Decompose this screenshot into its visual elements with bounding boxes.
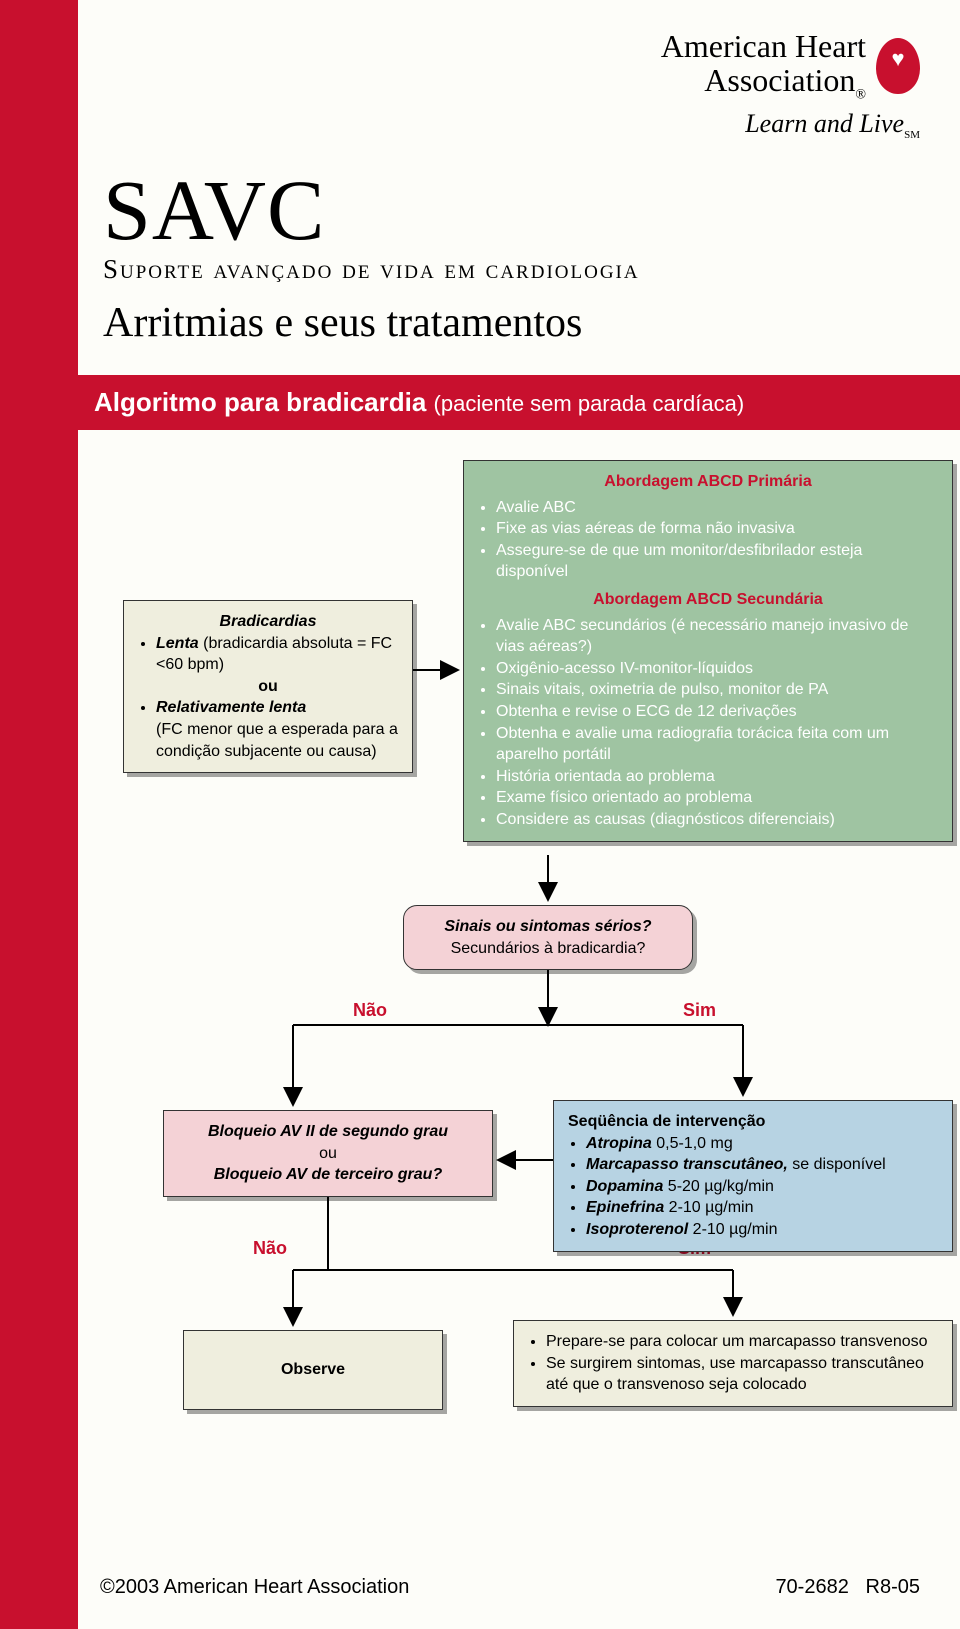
interv-title: Seqüência de intervenção — [568, 1111, 938, 1133]
aha-name-l2: Association — [704, 62, 855, 98]
node-intervention: Seqüência de intervenção Atropina 0,5-1,… — [553, 1100, 953, 1252]
abcd-hdr2: Abordagem ABCD Secundária — [478, 589, 938, 611]
node-bradicardias: Bradicardias Lenta (bradicardia absoluta… — [123, 600, 413, 773]
abcd-secondary-list: Avalie ABC secundários (é necessário man… — [478, 615, 938, 831]
footer-code2: R8-05 — [866, 1576, 920, 1598]
footer-code1: 70-2682 — [775, 1576, 848, 1598]
list-item: Obtenha e revise o ECG de 12 derivações — [496, 701, 938, 723]
list-item: Exame físico orientado ao problema — [496, 787, 938, 809]
list-item: Avalie ABC secundários (é necessário man… — [496, 615, 938, 658]
node-prepare: Prepare-se para colocar um marcapasso tr… — [513, 1320, 953, 1407]
algo-sub: (paciente sem parada cardíaca) — [434, 391, 745, 416]
doc-subtitle: Suporte avançado de vida em cardiologia — [103, 254, 930, 285]
brad-item2-rest: (FC menor que a esperada para a condição… — [156, 721, 398, 760]
interv-list: Atropina 0,5-1,0 mgMarcapasso transcutân… — [568, 1133, 938, 1241]
doc-title: SAVC — [103, 160, 930, 260]
prepare-list: Prepare-se para colocar um marcapasso tr… — [528, 1331, 938, 1396]
algorithm-title-bar: Algoritmo para bradicardia (paciente sem… — [78, 375, 960, 430]
list-item: Avalie ABC — [496, 497, 938, 519]
blockav-l2: Bloqueio AV de terceiro grau? — [178, 1164, 478, 1186]
brad-item1-b: Lenta — [156, 635, 199, 652]
list-item: Isoproterenol 2-10 µg/min — [586, 1219, 938, 1241]
question-l1: Sinais ou sintomas sérios? — [418, 916, 678, 938]
edge-label-nao-1: Não — [353, 1000, 387, 1021]
list-item: Fixe as vias aéreas de forma não invasiv… — [496, 518, 938, 540]
list-item: Considere as causas (diagnósticos difere… — [496, 809, 938, 831]
node-block-av: Bloqueio AV II de segundo grau ou Bloque… — [163, 1110, 493, 1197]
node-question-symptoms: Sinais ou sintomas sérios? Secundários à… — [403, 905, 693, 970]
question-l2: Secundários à bradicardia? — [418, 938, 678, 960]
footer-copyright: ©2003 American Heart Association — [100, 1576, 409, 1599]
page-footer: ©2003 American Heart Association 70-2682… — [100, 1576, 920, 1599]
page-content: American Heart Association® ♥ Learn and … — [78, 0, 960, 1629]
list-item: Atropina 0,5-1,0 mg — [586, 1133, 938, 1155]
brad-item2-b: Relativamente lenta — [156, 699, 306, 716]
aha-name-l1: American Heart — [661, 28, 866, 64]
list-item: Epinefrina 2-10 µg/min — [586, 1197, 938, 1219]
list-item: Dopamina 5-20 µg/kg/min — [586, 1176, 938, 1198]
flowchart: Não Sim Não Sim Bradicardias Lenta (brad… — [103, 460, 930, 1500]
brad-title: Bradicardias — [138, 611, 398, 633]
node-abcd: Abordagem ABCD Primária Avalie ABCFixe a… — [463, 460, 953, 842]
heart-torch-icon: ♥ — [876, 38, 920, 94]
list-item: Obtenha e avalie uma radiografia torácic… — [496, 723, 938, 766]
edge-label-nao-2: Não — [253, 1238, 287, 1259]
edge-label-sim-1: Sim — [683, 1000, 716, 1021]
brad-ou: ou — [138, 676, 398, 698]
list-item: Marcapasso transcutâneo, se disponível — [586, 1154, 938, 1176]
aha-reg: ® — [855, 87, 866, 102]
blockav-l1: Bloqueio AV II de segundo grau — [178, 1121, 478, 1143]
blockav-ou: ou — [178, 1143, 478, 1165]
aha-branding: American Heart Association® ♥ Learn and … — [661, 30, 920, 141]
list-item: Se surgirem sintomas, use marcapasso tra… — [546, 1353, 938, 1396]
abcd-hdr1: Abordagem ABCD Primária — [478, 471, 938, 493]
list-item: História orientada ao problema — [496, 766, 938, 788]
abcd-primary-list: Avalie ABCFixe as vias aéreas de forma n… — [478, 497, 938, 583]
list-item: Prepare-se para colocar um marcapasso tr… — [546, 1331, 938, 1353]
doc-section: Arritmias e seus tratamentos — [103, 299, 930, 347]
list-item: Oxigênio-acesso IV-monitor-líquidos — [496, 658, 938, 680]
list-item: Sinais vitais, oximetria de pulso, monit… — [496, 679, 938, 701]
node-observe: Observe — [183, 1330, 443, 1410]
red-side-bar — [0, 0, 78, 1629]
list-item: Assegure-se de que um monitor/desfibrila… — [496, 540, 938, 583]
aha-tagline: Learn and Live — [745, 109, 904, 138]
algo-main: Algoritmo para bradicardia — [94, 387, 426, 417]
aha-sm: SM — [904, 129, 920, 141]
